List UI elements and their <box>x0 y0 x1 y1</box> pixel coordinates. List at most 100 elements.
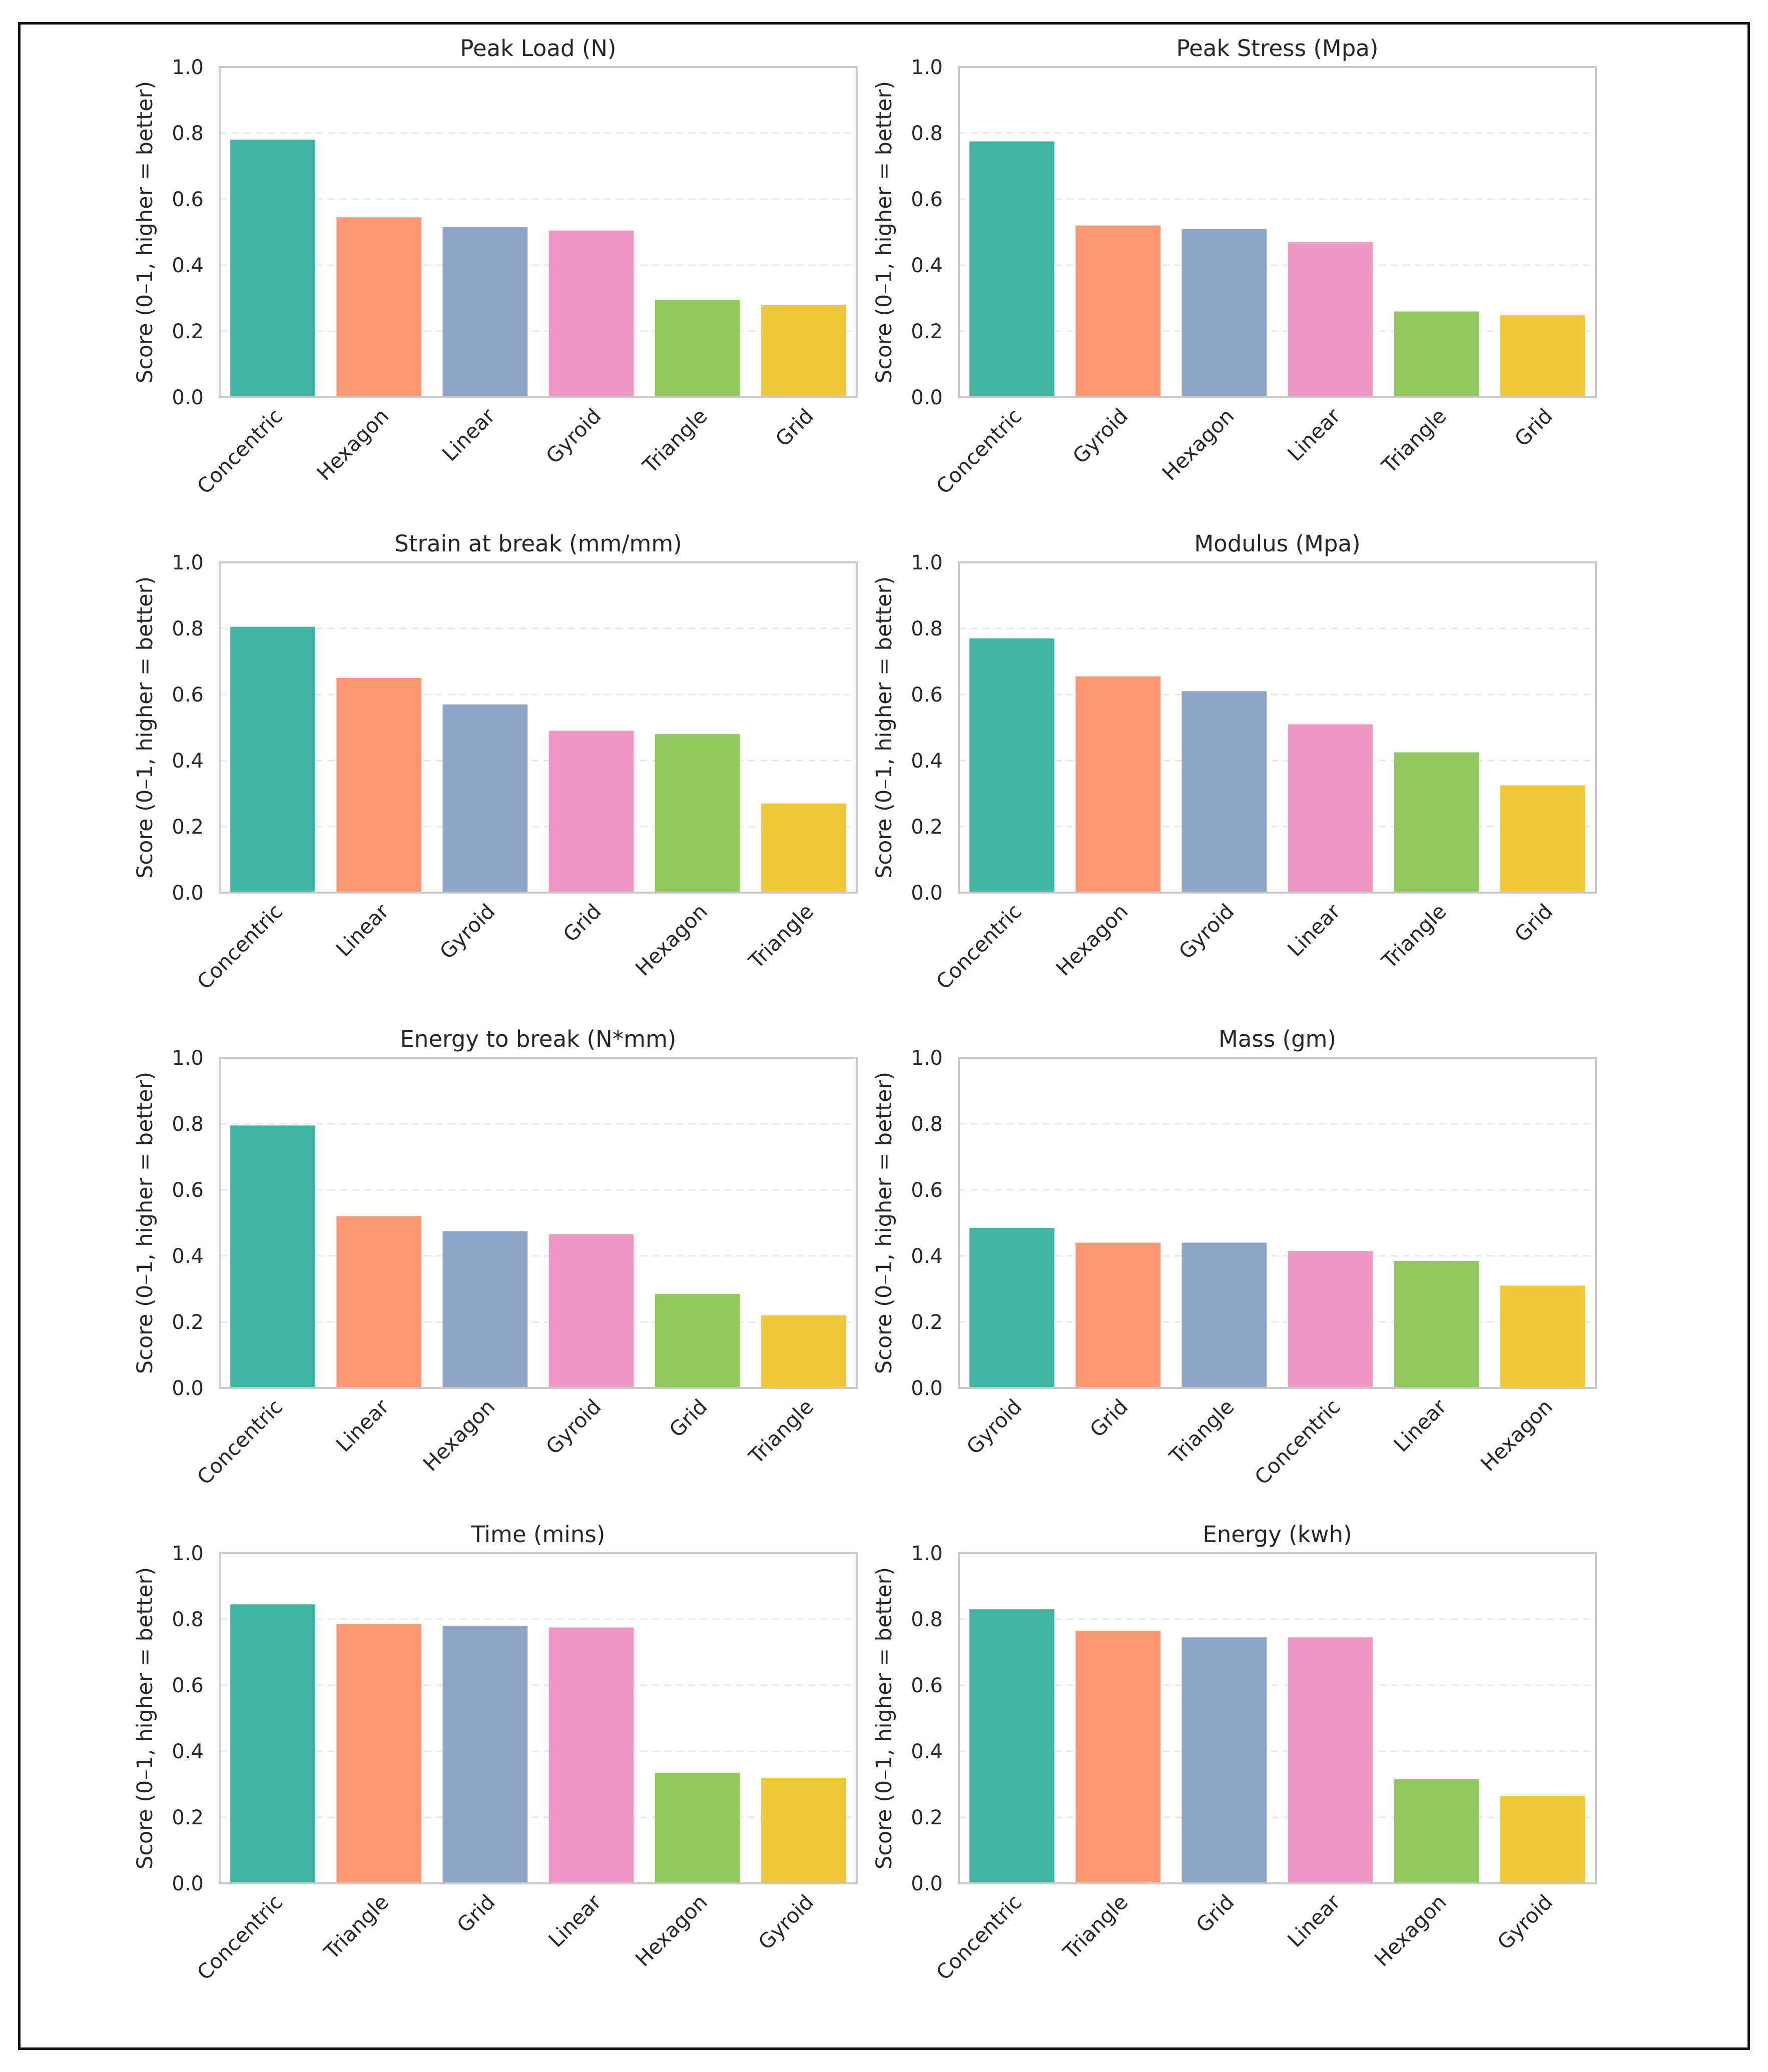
chart-3-bar-triangle <box>761 803 846 893</box>
chart-6-xtick-label: Linear <box>1389 1395 1451 1457</box>
chart-1-ytick-label: 0.2 <box>172 320 204 343</box>
chart-6-xtick-label: Concentric <box>1250 1395 1345 1490</box>
chart-2-xtick-label: Triangle <box>1377 404 1451 478</box>
chart-4-xtick-label: Triangle <box>1377 899 1451 974</box>
chart-8-title: Energy (kwh) <box>1203 1521 1352 1548</box>
chart-8-xtick-label: Concentric <box>931 1890 1026 1985</box>
chart-6-title: Mass (gm) <box>1219 1026 1336 1052</box>
chart-5-title: Energy to break (N*mm) <box>400 1026 677 1052</box>
chart-7-ytick-label: 0.2 <box>172 1806 204 1829</box>
chart-8-ylabel: Score (0–1, higher = better) <box>872 1567 897 1869</box>
chart-4-bar-triangle <box>1394 752 1479 893</box>
chart-7-bar-hexagon <box>655 1772 740 1883</box>
chart-8-ytick-label: 1.0 <box>911 1542 943 1565</box>
chart-2-xtick-label: Linear <box>1283 404 1345 466</box>
chart-6-bar-linear <box>1394 1260 1479 1388</box>
chart-1-ylabel: Score (0–1, higher = better) <box>133 81 158 383</box>
chart-5-xtick-label: Linear <box>331 1395 393 1457</box>
chart-8-bar-concentric <box>969 1609 1054 1883</box>
chart-5-xtick-label: Concentric <box>192 1395 287 1490</box>
chart-4-ytick-label: 0.8 <box>911 617 943 640</box>
chart-5-ytick-label: 0.4 <box>172 1245 204 1268</box>
chart-7-ytick-label: 0.6 <box>172 1674 204 1697</box>
chart-4-xtick-label: Concentric <box>931 899 1026 994</box>
chart-3-bar-concentric <box>230 626 315 893</box>
chart-3-bar-hexagon <box>655 734 740 893</box>
chart-1-xtick-label: Linear <box>437 404 499 466</box>
chart-1-ytick-label: 0.8 <box>172 122 204 145</box>
chart-8-axes-frame <box>958 1552 1597 1884</box>
chart-2-bar-grid <box>1500 315 1585 397</box>
chart-5-bar-triangle <box>761 1315 846 1388</box>
chart-8-ytick-label: 0.2 <box>911 1806 943 1829</box>
chart-7-bar-triangle <box>336 1624 422 1883</box>
chart-4-bar-linear <box>1288 724 1373 893</box>
chart-3-xtick-label: Concentric <box>192 899 287 994</box>
chart-6-ytick-label: 0.2 <box>911 1311 943 1334</box>
figure-frame: 0.0 0.2 0.4 0.6 0.8 1.0 Concentric Hexagon Linea… <box>18 22 1750 2050</box>
chart-5-bar-linear <box>336 1216 422 1388</box>
chart-2-xtick-label: Hexagon <box>1157 404 1239 485</box>
chart-4-xtick-label: Grid <box>1510 899 1557 947</box>
chart-7-xtick-label: Linear <box>544 1890 606 1952</box>
chart-2-xtick-label: Grid <box>1510 404 1557 451</box>
chart-4-xtick-label: Gyroid <box>1174 899 1239 964</box>
chart-5-ylabel: Score (0–1, higher = better) <box>133 1072 158 1374</box>
chart-3-ytick-label: 0.6 <box>172 683 204 707</box>
chart-3-axes-frame <box>219 561 858 894</box>
chart-1: 0.0 0.2 0.4 0.6 0.8 1.0 Concentric Hexagon Linea… <box>133 35 858 499</box>
chart-2-axes-frame <box>958 66 1597 398</box>
chart-6-bar-gyroid <box>969 1227 1054 1388</box>
chart-3-ytick-label: 0.0 <box>172 882 204 905</box>
chart-6: 0.0 0.2 0.4 0.6 0.8 1.0 Gyroid Grid Triangle Conc… <box>872 1026 1597 1490</box>
chart-6-bar-concentric <box>1288 1251 1373 1388</box>
chart-3-bar-grid <box>548 731 634 893</box>
chart-4-ytick-label: 1.0 <box>911 551 943 574</box>
chart-6-xtick-label: Hexagon <box>1476 1395 1557 1476</box>
chart-5-bar-hexagon <box>442 1231 528 1388</box>
chart-7-xtick-label: Triangle <box>319 1890 394 1964</box>
chart-7-ytick-label: 0.0 <box>172 1872 204 1895</box>
chart-7-ytick-label: 1.0 <box>172 1542 204 1565</box>
chart-4-xtick-label: Linear <box>1283 899 1345 961</box>
chart-5-bar-grid <box>655 1293 740 1388</box>
chart-5-xtick-label: Triangle <box>744 1395 818 1469</box>
chart-7: 0.0 0.2 0.4 0.6 0.8 1.0 Concentric Triangle Grid… <box>133 1521 858 1985</box>
chart-4-axes-frame <box>958 561 1597 894</box>
chart-1-bar-triangle <box>655 300 740 397</box>
chart-6-bar-hexagon <box>1500 1285 1585 1388</box>
chart-3: 0.0 0.2 0.4 0.6 0.8 1.0 Concentric Linear Gyroid… <box>133 530 858 994</box>
chart-6-bar-grid <box>1075 1242 1161 1388</box>
chart-8-ytick-label: 0.6 <box>911 1674 943 1697</box>
chart-8-ytick-label: 0.0 <box>911 1872 943 1895</box>
chart-2-ytick-label: 0.8 <box>911 122 943 145</box>
chart-1-axes-frame <box>219 66 858 398</box>
chart-6-ytick-label: 0.0 <box>911 1377 943 1400</box>
chart-3-ytick-label: 0.4 <box>172 750 204 773</box>
chart-6-xtick-label: Grid <box>1085 1395 1133 1442</box>
chart-2-xtick-label: Gyroid <box>1068 404 1132 468</box>
chart-1-xtick-label: Hexagon <box>312 404 394 485</box>
chart-6-ytick-label: 0.6 <box>911 1179 943 1202</box>
chart-1-ytick-label: 0.0 <box>172 386 204 409</box>
chart-7-bar-gyroid <box>761 1777 846 1883</box>
chart-3-ytick-label: 1.0 <box>172 551 204 574</box>
chart-4-bar-gyroid <box>1182 691 1267 893</box>
chart-8-bar-grid <box>1182 1637 1267 1883</box>
figure-canvas: 0.0 0.2 0.4 0.6 0.8 1.0 Concentric Hexagon Linea… <box>133 35 1597 1985</box>
chart-7-ylabel: Score (0–1, higher = better) <box>133 1567 158 1869</box>
chart-3-xtick-label: Linear <box>331 899 393 961</box>
chart-7-axes-frame <box>219 1552 858 1884</box>
chart-5-ytick-label: 0.6 <box>172 1179 204 1202</box>
chart-6-xtick-label: Triangle <box>1164 1395 1239 1469</box>
chart-5-ytick-label: 1.0 <box>172 1047 204 1070</box>
chart-2-ytick-label: 0.2 <box>911 320 943 343</box>
chart-5: 0.0 0.2 0.4 0.6 0.8 1.0 Concentric Linear Hexago… <box>133 1026 858 1490</box>
chart-8-xtick-label: Triangle <box>1058 1890 1133 1964</box>
chart-3-xtick-label: Gyroid <box>435 899 499 964</box>
chart-2-bar-triangle <box>1394 311 1479 397</box>
chart-5-xtick-label: Gyroid <box>541 1395 606 1459</box>
chart-2-bar-gyroid <box>1075 225 1161 397</box>
chart-7-bar-grid <box>442 1626 528 1883</box>
chart-2-bar-hexagon <box>1182 229 1267 397</box>
